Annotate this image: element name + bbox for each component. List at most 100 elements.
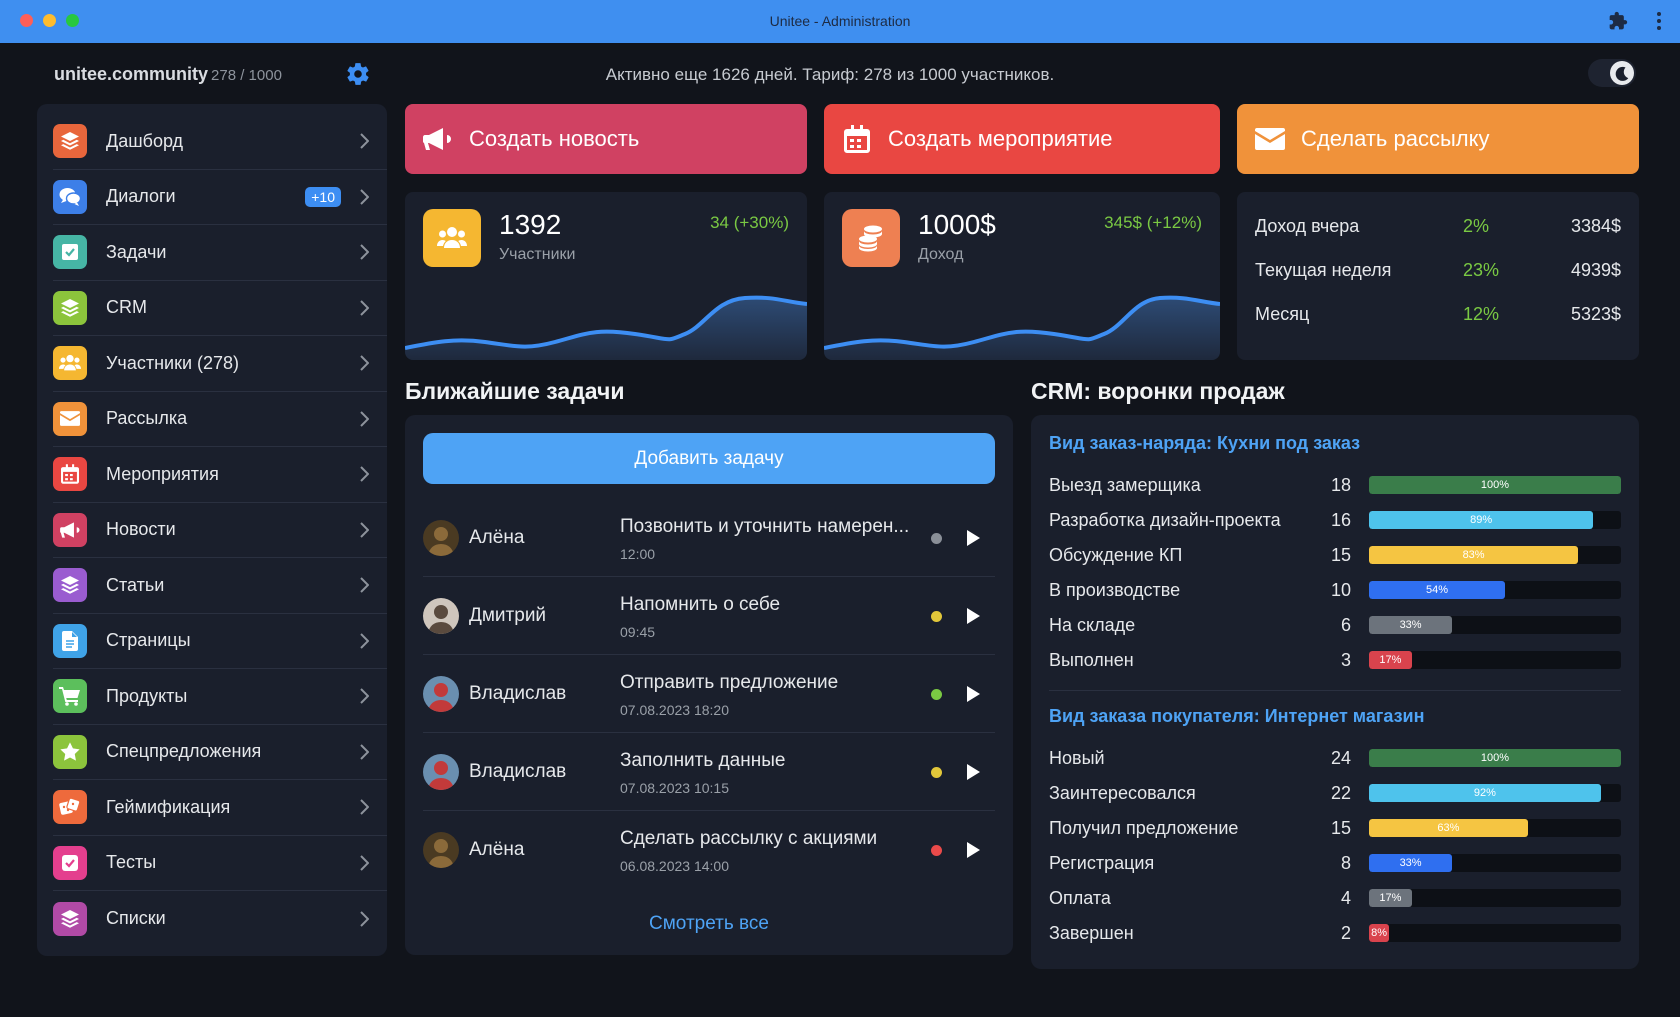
sidebar-item[interactable]: Новости [53, 503, 387, 558]
funnel-stage-row[interactable]: В производстве 10 54% [1049, 573, 1621, 608]
gear-icon[interactable] [345, 61, 371, 92]
task-status-dot [931, 533, 942, 544]
funnel-stage-row[interactable]: Разработка дизайн-проекта 16 89% [1049, 503, 1621, 538]
theme-toggle[interactable] [1588, 59, 1636, 87]
chevron-right-icon [359, 244, 370, 265]
sidebar-item[interactable]: CRM [53, 281, 387, 336]
play-icon[interactable] [965, 685, 981, 708]
stage-count: 3 [1340, 650, 1351, 670]
chevron-right-icon [359, 799, 370, 820]
task-row[interactable]: Владислав Заполнить данные 07.08.2023 10:1… [423, 733, 995, 811]
minimize-window-button[interactable] [43, 14, 56, 27]
sidebar-item-label: Участники (278) [106, 352, 240, 373]
avatar [423, 598, 459, 634]
stage-progress-fill: 54% [1369, 581, 1506, 599]
more-menu-icon[interactable] [1656, 11, 1662, 36]
create-news-button[interactable]: Создать новость [405, 104, 807, 174]
stage-progress-fill: 33% [1369, 616, 1453, 634]
close-window-button[interactable] [20, 14, 33, 27]
sidebar-item-label: Спецпредложения [106, 741, 262, 762]
stage-progress-bar: 17% [1369, 889, 1621, 907]
funnel-stage-row[interactable]: На складе 6 33% [1049, 608, 1621, 643]
task-row[interactable]: Алёна Позвонить и уточнить намерен... 12:0… [423, 499, 995, 577]
stage-count: 2 [1340, 923, 1351, 943]
task-title: Сделать рассылку с акциями [620, 828, 878, 849]
funnel-stage-row[interactable]: Заинтересовался 22 92% [1049, 776, 1621, 811]
funnel-stage-row[interactable]: Регистрация 8 33% [1049, 846, 1621, 881]
moon-icon [1610, 61, 1634, 85]
stage-progress-bar: 100% [1369, 476, 1621, 494]
sidebar-item-label: Рассылка [106, 408, 188, 429]
document-icon [53, 623, 87, 658]
task-row[interactable]: Алёна Сделать рассылку с акциями 06.08.202… [423, 811, 995, 889]
members-sparkline [405, 295, 807, 360]
funnel-stage-row[interactable]: Выполнен 3 17% [1049, 643, 1621, 678]
sidebar-item[interactable]: Рассылка [53, 392, 387, 447]
extensions-icon[interactable] [1608, 11, 1628, 36]
megaphone-icon [421, 126, 455, 152]
funnel-stage-row[interactable]: Оплата 4 17% [1049, 881, 1621, 916]
income-stat-card[interactable]: 1000$ Доход 345$ (+12%) [824, 192, 1220, 360]
play-icon[interactable] [965, 607, 981, 630]
brand[interactable]: unitee.community 278 / 1000 [54, 64, 282, 85]
stage-progress-fill: 100% [1369, 476, 1621, 494]
chevron-right-icon [359, 577, 370, 598]
stage-label: В производстве [1049, 580, 1181, 600]
task-due-time: 07.08.2023 10:15 [620, 780, 729, 796]
play-icon[interactable] [965, 841, 981, 864]
income-label: Доход [918, 246, 964, 263]
stage-progress-bar: 17% [1369, 651, 1621, 669]
sidebar-item[interactable]: Списки [53, 891, 387, 947]
members-stat-card[interactable]: 1392 Участники 34 (+30%) [405, 192, 807, 360]
sidebar-item[interactable]: Диалоги +10 [53, 170, 387, 225]
envelope-icon [1253, 128, 1287, 150]
members-count: 1392 [499, 209, 562, 240]
top-bar: unitee.community 278 / 1000 Активно еще 1… [0, 43, 1680, 103]
sidebar-item[interactable]: Участники (278) [53, 336, 387, 392]
sidebar-item[interactable]: Статьи [53, 558, 387, 614]
income-amount: 5323$ [1570, 304, 1621, 324]
funnel-stage-row[interactable]: Выезд замерщика 18 100% [1049, 468, 1621, 503]
play-icon[interactable] [965, 763, 981, 786]
cart-icon [53, 679, 87, 714]
add-task-button[interactable]: Добавить задачу [423, 433, 995, 484]
play-icon[interactable] [965, 529, 981, 552]
chevron-right-icon [359, 522, 370, 543]
sidebar-item[interactable]: Мероприятия [53, 447, 387, 503]
sidebar-item[interactable]: Тесты [53, 836, 387, 891]
task-row[interactable]: Владислав Отправить предложение 07.08.2023… [423, 655, 995, 733]
funnel-title[interactable]: Вид заказа покупателя: Интернет магазин [1049, 706, 1425, 726]
tasks-section-title: Ближайшие задачи [405, 378, 625, 404]
stage-progress-fill: 63% [1369, 819, 1528, 837]
sidebar-item-label: Дашборд [106, 130, 184, 151]
create-mailing-button[interactable]: Сделать рассылку [1237, 104, 1639, 174]
task-row[interactable]: Дмитрий Напомнить о себе 09:45 [423, 577, 995, 655]
sidebar-item[interactable]: Спецпредложения [53, 725, 387, 780]
task-status-dot [931, 611, 942, 622]
unread-badge: +10 [305, 186, 341, 207]
users-icon [53, 346, 87, 381]
sidebar-item[interactable]: Задачи [53, 225, 387, 281]
funnel-title[interactable]: Вид заказ-наряда: Кухни под заказ [1049, 433, 1361, 453]
sidebar-item[interactable]: Продукты [53, 669, 387, 725]
create-news-label: Создать новость [469, 126, 640, 151]
funnel-stage-row[interactable]: Обсуждение КП 15 83% [1049, 538, 1621, 573]
funnel-stage-row[interactable]: Завершен 2 8% [1049, 916, 1621, 951]
see-all-link[interactable]: Смотреть все [649, 913, 769, 934]
funnel-stage-row[interactable]: Новый 24 100% [1049, 741, 1621, 776]
create-event-button[interactable]: Создать мероприятие [824, 104, 1220, 174]
maximize-window-button[interactable] [66, 14, 79, 27]
sidebar-item[interactable]: Дашборд [53, 114, 387, 170]
task-assignee: Дмитрий [469, 605, 547, 626]
sidebar-item[interactable]: Страницы [53, 614, 387, 669]
chevron-right-icon [359, 911, 370, 932]
sidebar-item[interactable]: Геймификация [53, 780, 387, 836]
subscription-status: Активно еще 1626 дней. Тариф: 278 из 100… [605, 65, 1055, 84]
stage-progress-fill: 33% [1369, 854, 1453, 872]
stage-count: 8 [1340, 853, 1351, 873]
stage-label: Разработка дизайн-проекта [1049, 510, 1281, 530]
stage-label: Регистрация [1049, 853, 1155, 873]
task-due-time: 06.08.2023 14:00 [620, 858, 729, 874]
funnel-stage-row[interactable]: Получил предложение 15 63% [1049, 811, 1621, 846]
stage-progress-bar: 54% [1369, 581, 1621, 599]
